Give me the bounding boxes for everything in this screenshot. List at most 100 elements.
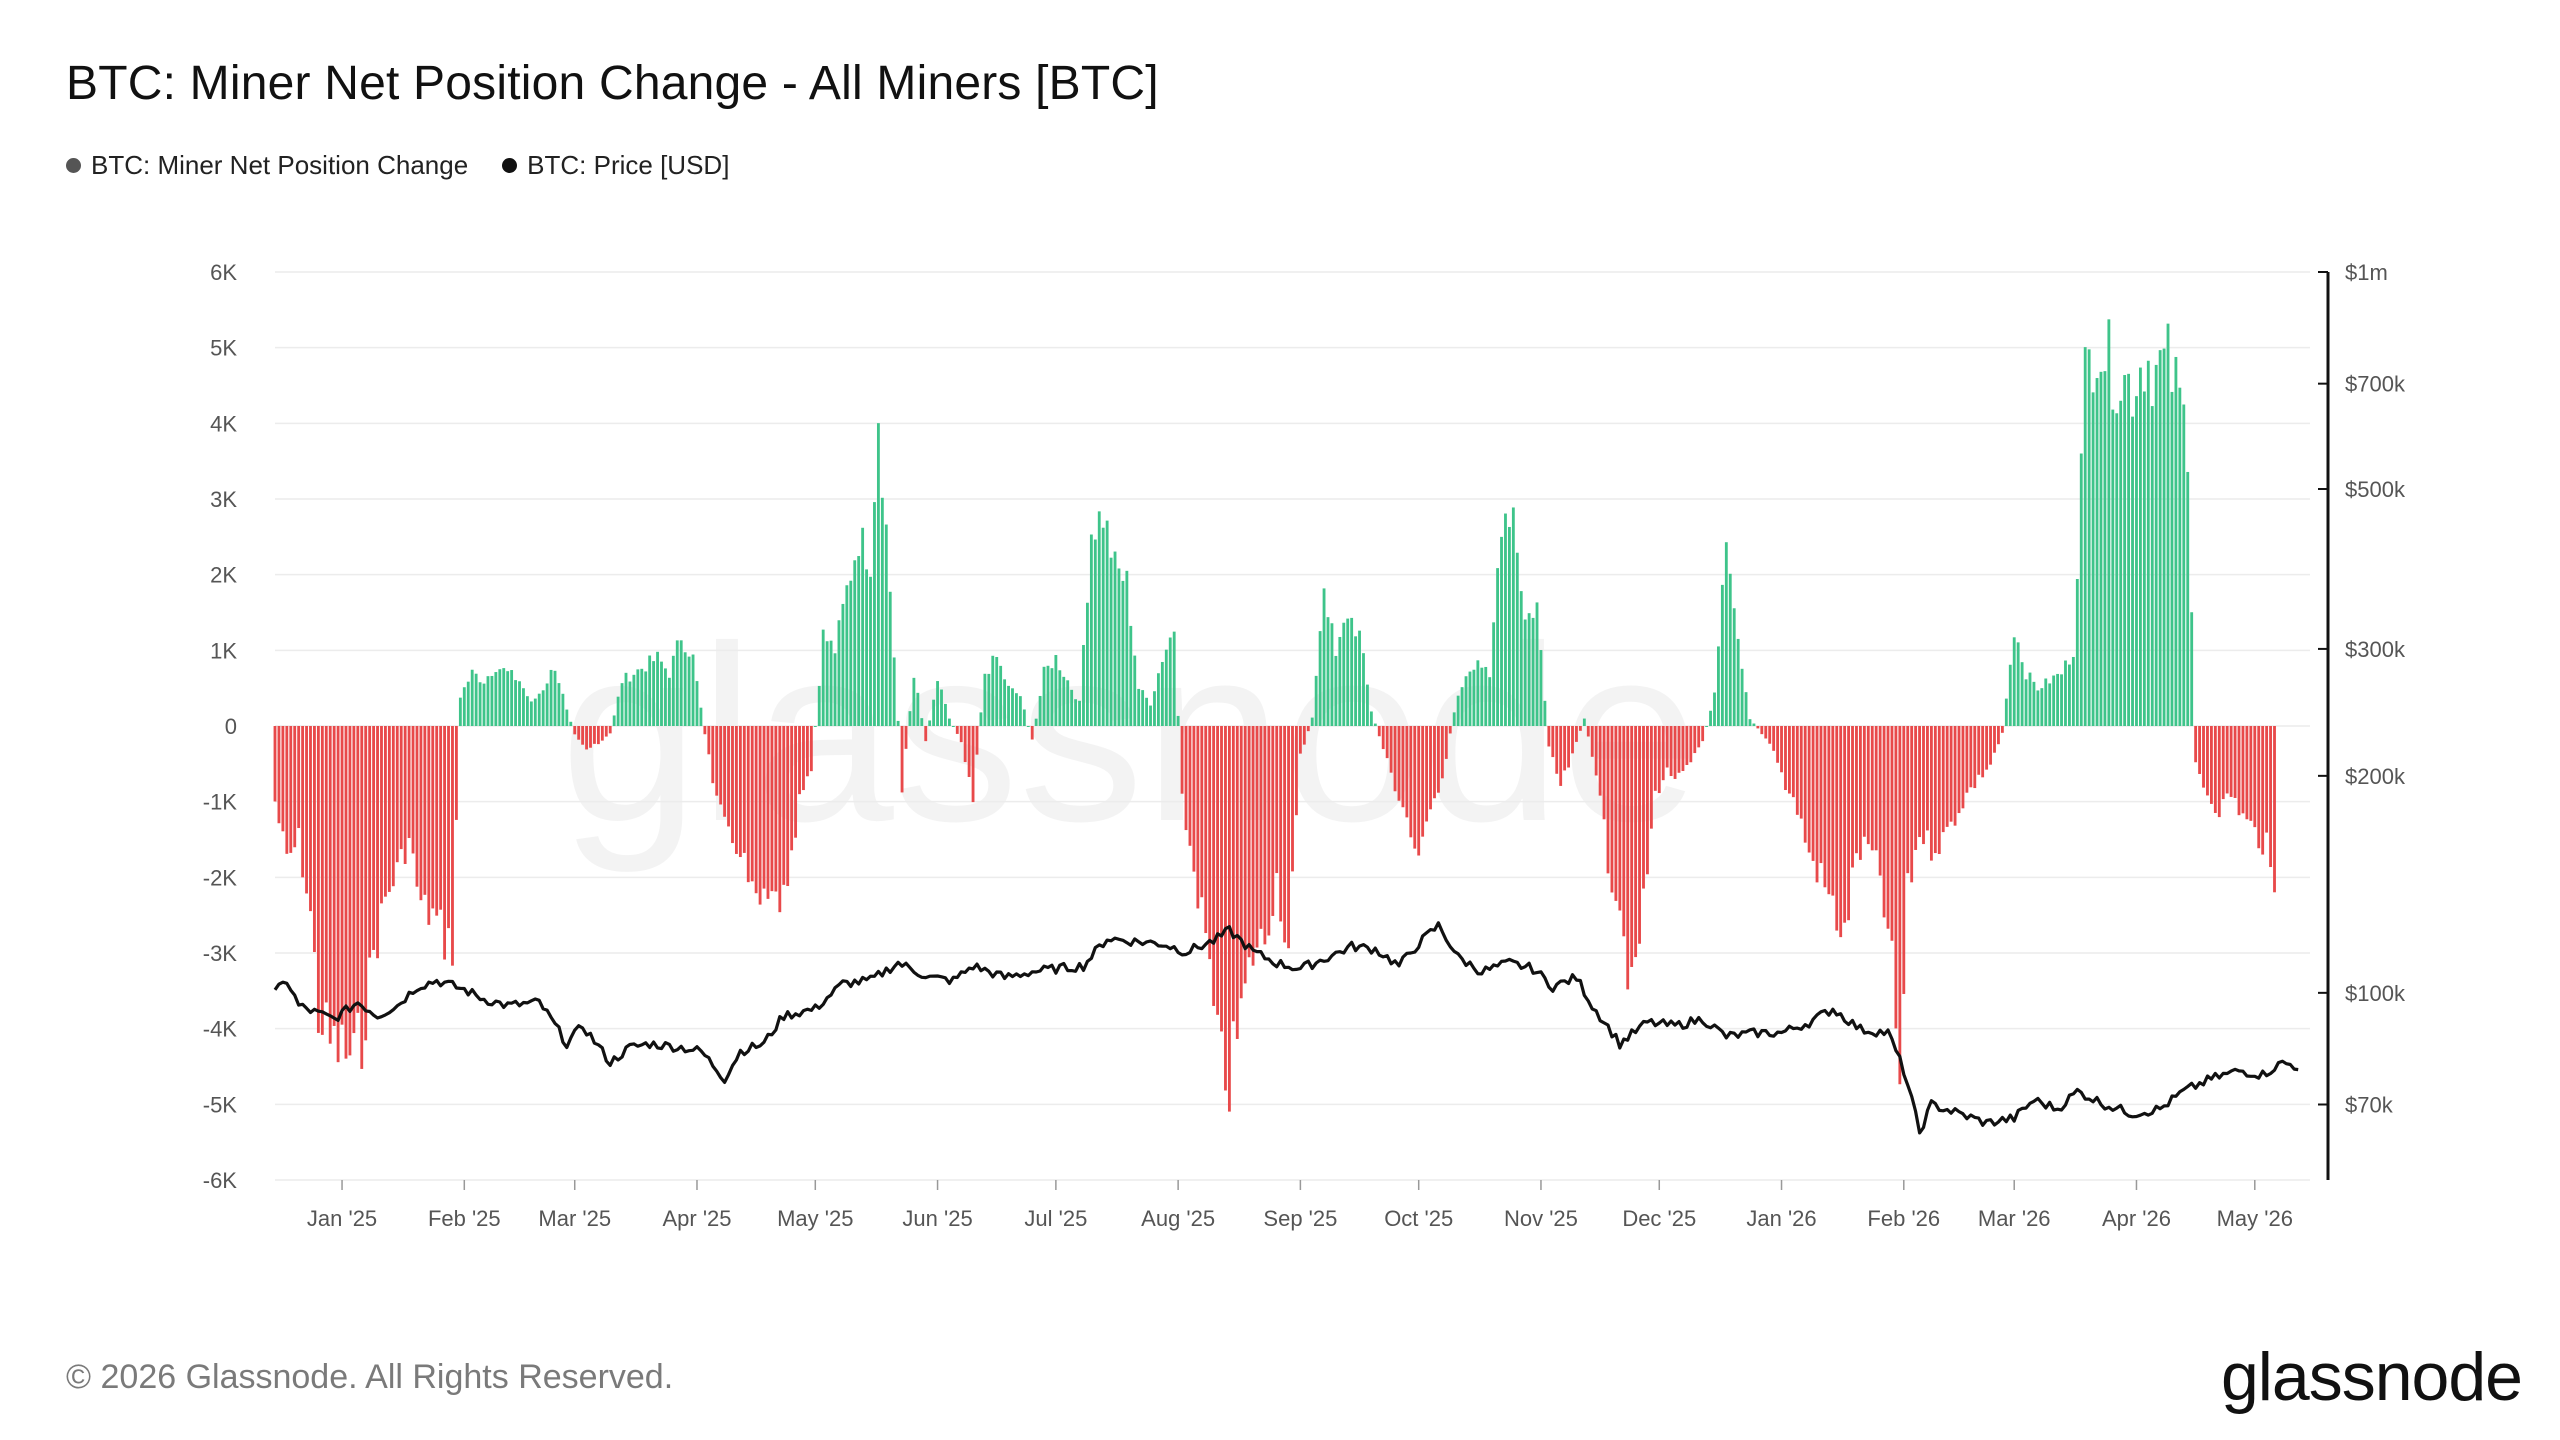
- bar: [593, 726, 596, 744]
- bar: [1858, 726, 1862, 860]
- bar: [1208, 726, 1212, 960]
- bar: [1062, 676, 1066, 726]
- bar: [384, 726, 387, 897]
- legend-label: BTC: Miner Net Position Change: [91, 150, 469, 180]
- bar: [1929, 726, 1933, 861]
- legend-item-net-position[interactable]: BTC: Miner Net Position Change: [66, 150, 468, 181]
- bar: [1985, 726, 1989, 770]
- bar: [1452, 712, 1456, 726]
- bar: [1496, 568, 1499, 726]
- bar: [1847, 726, 1850, 921]
- bar: [1409, 726, 1413, 838]
- bar: [2103, 371, 2107, 726]
- bar: [273, 726, 277, 802]
- bar: [924, 726, 928, 742]
- bar: [1918, 726, 1921, 838]
- bar: [1795, 726, 1799, 815]
- bar: [1050, 668, 1054, 726]
- bar: [1089, 534, 1093, 726]
- bar: [821, 629, 825, 726]
- bar: [1713, 692, 1716, 726]
- x-tick-label: May '26: [2217, 1206, 2293, 1231]
- bar: [1042, 666, 1046, 726]
- bar: [1744, 692, 1748, 726]
- bar: [443, 726, 446, 960]
- bar: [805, 726, 809, 777]
- bar: [1870, 726, 1874, 851]
- bar: [2052, 675, 2056, 726]
- bar: [1886, 726, 1890, 929]
- chart-area: glassnode 6K5K4K3K2K1K0-1K-2K-3K-4K-5K-6…: [203, 260, 2406, 1231]
- glassnode-logo[interactable]: glassnode: [2220, 1339, 2523, 1415]
- x-tick-label: Mar '26: [1978, 1206, 2051, 1231]
- x-tick-label: Mar '25: [538, 1206, 611, 1231]
- bar: [873, 502, 876, 726]
- bar: [1101, 527, 1105, 726]
- bar: [1815, 726, 1819, 883]
- bar: [1543, 700, 1547, 726]
- bar: [1590, 726, 1594, 757]
- legend-item-price[interactable]: BTC: Price [USD]: [502, 150, 729, 181]
- bar: [1791, 726, 1795, 798]
- bar: [920, 718, 924, 726]
- bar: [289, 726, 293, 853]
- bar: [845, 585, 849, 726]
- bar: [1070, 689, 1074, 726]
- bar: [1894, 726, 1898, 1029]
- bar: [348, 726, 352, 1056]
- bar: [1563, 726, 1567, 771]
- bar: [2036, 690, 2040, 726]
- bar: [2016, 642, 2020, 726]
- bar: [1030, 726, 1034, 740]
- bar: [585, 726, 588, 750]
- bar: [1393, 726, 1397, 792]
- bar: [2146, 360, 2150, 726]
- bar: [1192, 726, 1196, 872]
- bar: [2040, 688, 2044, 726]
- bar: [829, 640, 833, 726]
- bar: [1799, 726, 1803, 819]
- bar: [711, 726, 715, 784]
- bar: [1358, 630, 1361, 726]
- bar: [2111, 409, 2115, 726]
- bar: [999, 665, 1003, 726]
- bar: [1638, 726, 1641, 944]
- bar: [399, 726, 403, 850]
- bar: [1835, 726, 1839, 931]
- bar: [1287, 726, 1290, 949]
- bar: [1768, 726, 1772, 744]
- bar: [1957, 726, 1961, 814]
- x-tick-label: Jul '25: [1024, 1206, 1087, 1231]
- x-tick-label: Jun '25: [902, 1206, 972, 1231]
- bar: [1989, 726, 1992, 765]
- bar: [2119, 400, 2123, 726]
- bar: [2217, 726, 2221, 818]
- bar: [865, 569, 868, 726]
- bar: [1642, 726, 1645, 889]
- x-tick-label: Sep '25: [1263, 1206, 1337, 1231]
- bar: [387, 726, 391, 892]
- bar: [869, 576, 872, 726]
- bar: [360, 726, 364, 1069]
- bar: [1720, 584, 1724, 726]
- bar: [1168, 637, 1172, 726]
- bar: [1117, 568, 1121, 726]
- bar: [880, 497, 884, 726]
- bar: [1665, 726, 1669, 768]
- bar: [1681, 726, 1685, 771]
- bar: [1752, 723, 1756, 726]
- bar: [328, 726, 332, 1044]
- bar: [644, 671, 648, 726]
- bar: [786, 726, 790, 887]
- bar: [600, 726, 604, 741]
- bar: [1673, 726, 1677, 779]
- bar: [1184, 726, 1188, 831]
- bar: [427, 726, 431, 925]
- bar: [944, 703, 947, 726]
- bar: [533, 698, 537, 726]
- bar: [1306, 726, 1310, 732]
- bar: [1440, 726, 1444, 779]
- bar: [1717, 646, 1720, 726]
- bar: [1862, 726, 1866, 837]
- bar: [1634, 726, 1638, 958]
